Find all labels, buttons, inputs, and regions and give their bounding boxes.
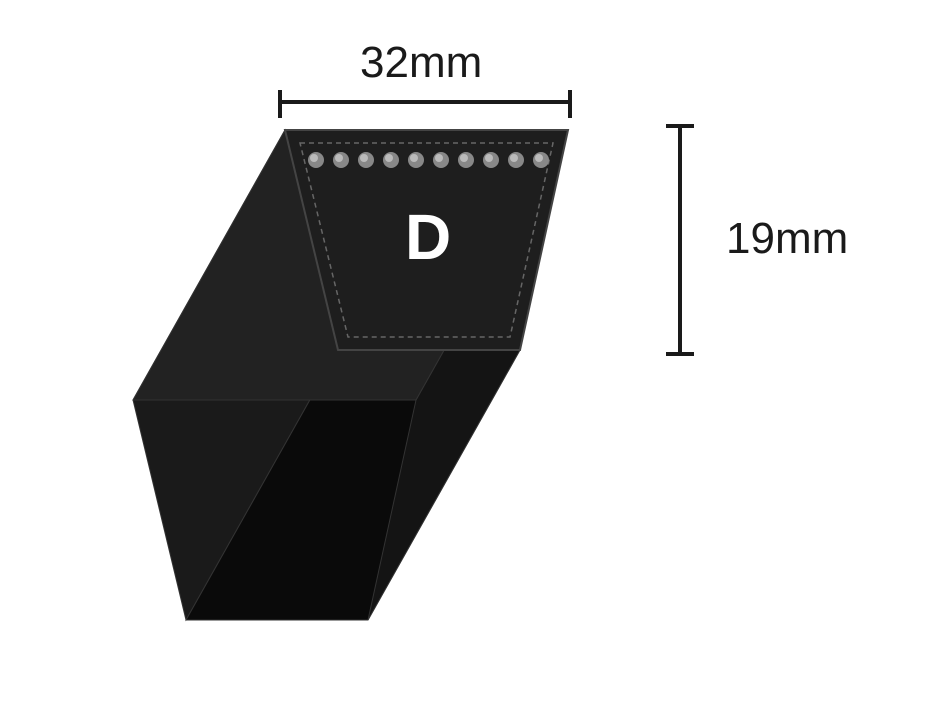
cord-highlight — [435, 154, 443, 162]
cord-highlight — [335, 154, 343, 162]
cord-highlight — [485, 154, 493, 162]
width-label: 32mm — [360, 38, 482, 88]
cord-highlight — [360, 154, 368, 162]
section-label: D — [405, 200, 451, 274]
cord-highlight — [535, 154, 543, 162]
cord-highlight — [410, 154, 418, 162]
cord-highlight — [385, 154, 393, 162]
cord-highlight — [510, 154, 518, 162]
belt-svg — [0, 0, 933, 700]
cord-highlight — [460, 154, 468, 162]
belt-diagram: 32mm 19mm D — [0, 0, 933, 700]
height-label: 19mm — [726, 214, 848, 264]
width-dimension — [280, 90, 570, 118]
height-dimension — [666, 126, 694, 354]
cord-highlight — [310, 154, 318, 162]
